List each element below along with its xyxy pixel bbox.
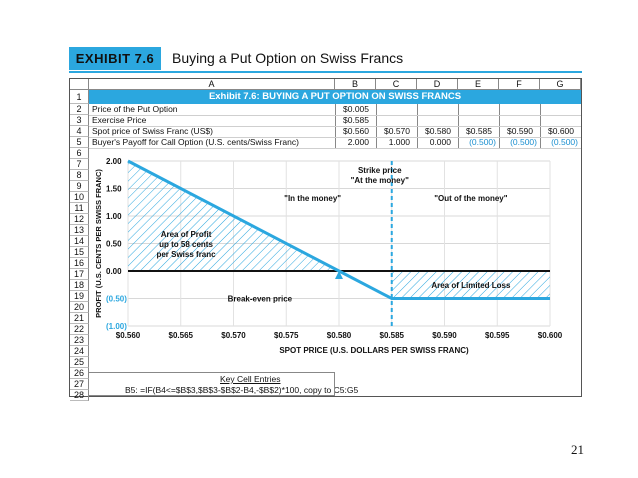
exhibit-tag: EXHIBIT 7.6 (69, 47, 161, 70)
corner-cell (70, 79, 89, 90)
break-even-annotation: Break-even price (228, 295, 293, 304)
exhibit-header: EXHIBIT 7.6 Buying a Put Option on Swiss… (69, 47, 582, 73)
row-number[interactable]: 10 (70, 192, 89, 203)
y-tick-label: 0.50 (106, 240, 122, 249)
row-number[interactable]: 25 (70, 357, 89, 368)
row-number[interactable]: 2 (70, 104, 89, 115)
row-number[interactable]: 23 (70, 335, 89, 346)
spot-price-g[interactable]: $0.600 (548, 126, 574, 136)
header-rule (69, 71, 582, 73)
column-header-c[interactable]: C (376, 79, 417, 90)
row-number[interactable]: 21 (70, 313, 89, 324)
spreadsheet: A B C D E F G Exhibit 7.6: BUYING A PUT … (69, 78, 582, 401)
row-number[interactable]: 5 (70, 137, 89, 148)
row-number[interactable]: 20 (70, 302, 89, 313)
y-tick-label: (0.50) (106, 295, 127, 304)
key-entries-box (89, 372, 335, 396)
row-number[interactable]: 19 (70, 291, 89, 302)
spot-price-f[interactable]: $0.590 (507, 126, 533, 136)
break-even-arrow (335, 271, 343, 279)
loss-area-hatch (391, 271, 550, 299)
row-number[interactable]: 4 (70, 126, 89, 137)
y-tick-label: 1.50 (106, 185, 122, 194)
row-number[interactable]: 12 (70, 214, 89, 225)
x-tick-label: $0.595 (485, 331, 510, 340)
value-put-price[interactable]: $0.005 (343, 104, 369, 114)
exhibit-title: Buying a Put Option on Swiss Francs (172, 50, 404, 66)
row-number[interactable]: 15 (70, 247, 89, 258)
row-number[interactable]: 3 (70, 115, 89, 126)
strike-price-annotation: Strike price "At the money" (351, 166, 409, 185)
payoff-c[interactable]: 1.000 (388, 137, 410, 147)
y-tick-label: 2.00 (106, 157, 122, 166)
row-separator (89, 137, 581, 138)
label-spot-price: Spot price of Swiss Franc (US$) (92, 126, 213, 136)
key-entries-heading: Key Cell Entries (220, 374, 281, 384)
row-number[interactable]: 24 (70, 346, 89, 357)
x-tick-label: $0.580 (327, 331, 352, 340)
row-number[interactable]: 16 (70, 258, 89, 269)
row-number[interactable]: 17 (70, 269, 89, 280)
row-number[interactable]: 7 (70, 159, 89, 170)
row-separator (89, 115, 581, 116)
label-exercise-price: Exercise Price (92, 115, 147, 125)
payoff-line (127, 159, 550, 300)
column-header-e[interactable]: E (458, 79, 499, 90)
payoff-g[interactable]: (0.500) (551, 137, 578, 147)
spot-price-d[interactable]: $0.580 (425, 126, 451, 136)
label-buyer-payoff: Buyer's Payoff for Call Option (U.S. cen… (92, 137, 299, 147)
x-tick-label: $0.570 (221, 331, 246, 340)
x-tick-label: $0.590 (432, 331, 457, 340)
row-number[interactable]: 27 (70, 379, 89, 390)
row-number[interactable]: 28 (70, 390, 89, 401)
column-header-d[interactable]: D (417, 79, 458, 90)
y-axis-label: PROFIT (U.S. CENTS PER SWISS FRANC) (94, 169, 103, 318)
spot-price-c[interactable]: $0.570 (384, 126, 410, 136)
x-tick-label: $0.585 (380, 331, 405, 340)
row-number[interactable]: 9 (70, 181, 89, 192)
column-header-a[interactable]: A (89, 79, 335, 90)
label-put-price: Price of the Put Option (92, 104, 178, 114)
in-the-money-annotation: "In the money" (284, 194, 341, 203)
payoff-d[interactable]: 0.000 (429, 137, 451, 147)
column-header-f[interactable]: F (499, 79, 540, 90)
x-tick-label: $0.565 (169, 331, 194, 340)
x-tick-label: $0.575 (274, 331, 299, 340)
page-number: 21 (571, 442, 584, 457)
x-tick-label: $0.560 (116, 331, 141, 340)
area-of-limited-loss-annotation: Area of Limited Loss (431, 281, 511, 290)
y-tick-label: (1.00) (106, 322, 127, 331)
payoff-chart: 2.00 1.50 1.00 0.50 0.00 (0.50) (1.00)$0.560 $0… (94, 157, 563, 355)
value-exercise-price[interactable]: $0.585 (343, 115, 369, 125)
key-entries-formula: B5: =IF(B4<=$B$3,$B$3-$B$2-B4,-$B$2)*100… (125, 385, 359, 395)
payoff-e[interactable]: (0.500) (469, 137, 496, 147)
row-number[interactable]: 22 (70, 324, 89, 335)
row-separator (89, 126, 581, 127)
column-header-g[interactable]: G (540, 79, 581, 90)
row-number[interactable]: 14 (70, 236, 89, 247)
row-number[interactable]: 11 (70, 203, 89, 214)
spot-price-b[interactable]: $0.560 (343, 126, 369, 136)
column-header-b[interactable]: B (335, 79, 376, 90)
row-number[interactable]: 18 (70, 280, 89, 291)
out-of-the-money-annotation: "Out of the money" (434, 194, 508, 203)
row-number[interactable]: 13 (70, 225, 89, 236)
y-tick-label: 0.00 (106, 267, 122, 276)
y-tick-label: 1.00 (106, 212, 122, 221)
row-number[interactable]: 26 (70, 368, 89, 379)
row-number[interactable]: 1 (70, 90, 89, 104)
sheet-title-row: Exhibit 7.6: BUYING A PUT OPTION ON SWIS… (89, 90, 581, 104)
payoff-b[interactable]: 2.000 (347, 137, 369, 147)
row-number[interactable]: 6 (70, 148, 89, 159)
payoff-f[interactable]: (0.500) (510, 137, 537, 147)
spot-price-e[interactable]: $0.585 (466, 126, 492, 136)
area-of-profit-annotation: Area of Profit up to 58 cents per Swiss fr… (156, 230, 216, 259)
row-number[interactable]: 8 (70, 170, 89, 181)
row-separator (89, 148, 581, 149)
x-axis-label: SPOT PRICE (U.S. DOLLARS PER SWISS FRANC… (279, 346, 469, 355)
x-tick-label: $0.600 (538, 331, 563, 340)
